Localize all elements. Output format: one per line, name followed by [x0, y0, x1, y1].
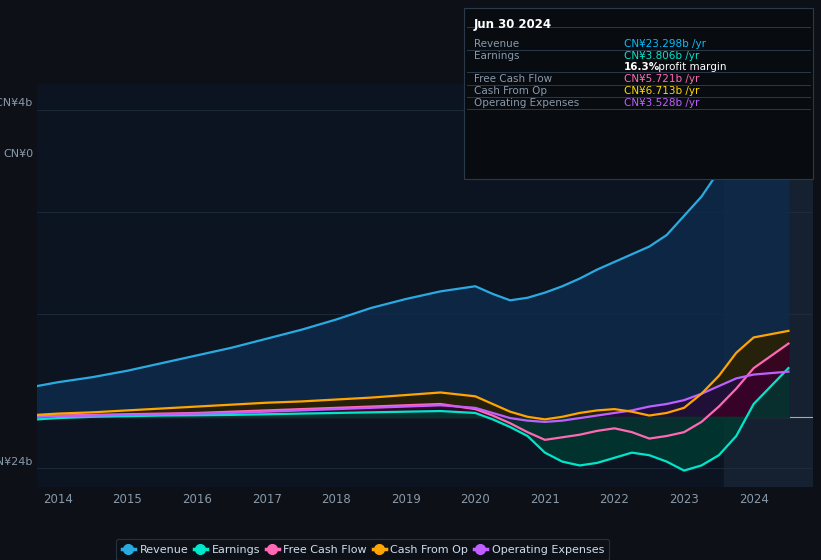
Text: Operating Expenses: Operating Expenses: [474, 98, 579, 108]
Text: 16.3%: 16.3%: [624, 62, 660, 72]
Legend: Revenue, Earnings, Free Cash Flow, Cash From Op, Operating Expenses: Revenue, Earnings, Free Cash Flow, Cash …: [116, 539, 609, 560]
Text: Cash From Op: Cash From Op: [474, 86, 547, 96]
Text: CN¥23.298b /yr: CN¥23.298b /yr: [624, 39, 706, 49]
Text: Earnings: Earnings: [474, 51, 519, 61]
Text: CN¥5.721b /yr: CN¥5.721b /yr: [624, 74, 699, 85]
Text: CN¥6.713b /yr: CN¥6.713b /yr: [624, 86, 699, 96]
Text: -CN¥4b: -CN¥4b: [0, 98, 33, 108]
Text: CN¥3.806b /yr: CN¥3.806b /yr: [624, 51, 699, 61]
Text: Revenue: Revenue: [474, 39, 519, 49]
Text: CN¥24b: CN¥24b: [0, 456, 33, 466]
Bar: [724, 84, 813, 487]
Text: CN¥3.528b /yr: CN¥3.528b /yr: [624, 98, 699, 108]
Text: Jun 30 2024: Jun 30 2024: [474, 18, 552, 31]
Text: Free Cash Flow: Free Cash Flow: [474, 74, 552, 85]
Text: CN¥0: CN¥0: [3, 150, 33, 160]
Text: profit margin: profit margin: [655, 62, 727, 72]
